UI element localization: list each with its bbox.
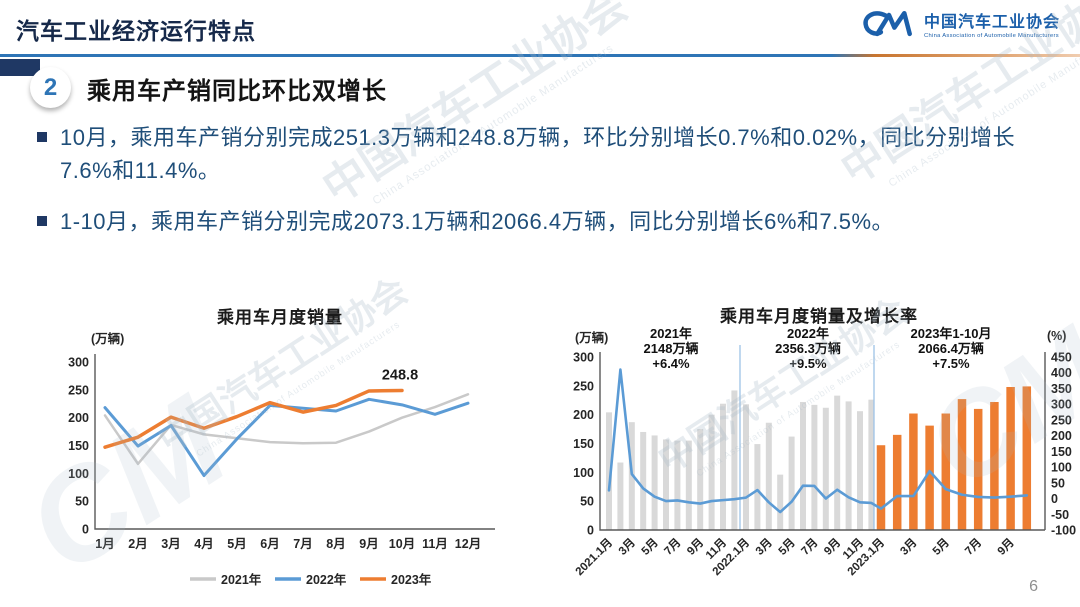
svg-text:0: 0: [82, 523, 89, 537]
svg-text:2022年: 2022年: [787, 326, 829, 341]
svg-text:450: 450: [1051, 351, 1072, 365]
svg-text:400: 400: [1051, 366, 1072, 380]
svg-text:150: 150: [1051, 445, 1072, 459]
svg-text:100: 100: [573, 466, 594, 480]
svg-text:10月: 10月: [389, 537, 415, 551]
svg-text:0: 0: [587, 524, 594, 538]
svg-text:9月: 9月: [684, 536, 706, 558]
svg-text:150: 150: [68, 439, 89, 453]
svg-text:5月: 5月: [639, 536, 661, 558]
svg-text:200: 200: [573, 408, 594, 422]
svg-text:2021年: 2021年: [221, 572, 262, 587]
bullet-square-icon: [37, 132, 47, 142]
assoc-logo: 中国汽车工业协会 China Association of Automobile…: [862, 8, 1060, 45]
svg-text:11月: 11月: [422, 537, 448, 551]
svg-text:2022年: 2022年: [306, 572, 347, 587]
svg-text:350: 350: [1051, 382, 1072, 396]
svg-text:150: 150: [573, 437, 594, 451]
svg-text:3月: 3月: [616, 536, 638, 558]
svg-text:5月: 5月: [776, 536, 798, 558]
svg-text:50: 50: [580, 495, 594, 509]
svg-text:250: 250: [1051, 413, 1072, 427]
svg-text:+6.4%: +6.4%: [652, 356, 690, 371]
svg-text:-50: -50: [1051, 508, 1069, 522]
svg-text:1月: 1月: [95, 537, 114, 551]
svg-text:5月: 5月: [930, 536, 952, 558]
svg-text:250: 250: [573, 379, 594, 393]
svg-text:2023年1-10月: 2023年1-10月: [911, 326, 992, 341]
logo-cm-mark-icon: [862, 8, 916, 45]
svg-text:(%): (%): [1047, 329, 1066, 343]
svg-text:248.8: 248.8: [382, 368, 418, 384]
svg-text:7月: 7月: [962, 536, 984, 558]
svg-text:100: 100: [1051, 461, 1072, 475]
svg-text:+9.5%: +9.5%: [789, 356, 827, 371]
page-title: 汽车工业经济运行特点: [16, 18, 256, 44]
bullet-text: 1-10月，乘用车产销分别完成2073.1万辆和2066.4万辆，同比分别增长6…: [60, 208, 895, 234]
svg-text:2356.3万辆: 2356.3万辆: [775, 341, 841, 356]
svg-text:200: 200: [68, 411, 89, 425]
svg-text:12月: 12月: [455, 537, 481, 551]
svg-text:4月: 4月: [194, 537, 213, 551]
bullet-item: 10月，乘用车产销分别完成251.3万辆和248.8万辆，环比分别增长0.7%和…: [37, 121, 1022, 188]
svg-text:2021年: 2021年: [650, 326, 692, 341]
svg-text:(万辆): (万辆): [91, 331, 124, 346]
section-number-badge: 2: [30, 67, 71, 108]
svg-text:乘用车月度销量: 乘用车月度销量: [216, 307, 343, 327]
section-title: 乘用车产销同比环比双增长: [87, 78, 387, 105]
bullet-square-icon: [37, 215, 47, 226]
svg-text:3月: 3月: [898, 536, 920, 558]
svg-text:300: 300: [1051, 398, 1072, 412]
svg-text:9月: 9月: [821, 536, 843, 558]
svg-text:2月: 2月: [128, 537, 147, 551]
page-number: 6: [1029, 578, 1038, 595]
svg-text:7月: 7月: [799, 536, 821, 558]
svg-text:8月: 8月: [326, 537, 345, 551]
passenger-car-sales-and-growth-combo-chart: 乘用车月度销量及增长率 (万辆) (%) 0 50 100 150 200 250 300 450 4…: [553, 296, 1080, 607]
svg-text:300: 300: [68, 356, 89, 370]
svg-text:9月: 9月: [995, 536, 1017, 558]
logo-name-en: China Association of Automobile Manufact…: [923, 33, 1059, 40]
svg-text:5月: 5月: [227, 537, 246, 551]
bullet-text: 10月，乘用车产销分别完成251.3万辆和248.8万辆，环比分别增长0.7%和…: [60, 125, 1016, 184]
svg-text:50: 50: [1051, 476, 1065, 490]
svg-text:2021.1月: 2021.1月: [573, 536, 615, 578]
logo-name-cn: 中国汽车工业协会: [923, 13, 1060, 31]
svg-text:100: 100: [68, 467, 89, 481]
svg-text:2148万辆: 2148万辆: [644, 341, 699, 356]
svg-text:50: 50: [75, 495, 89, 509]
bullet-list: 10月，乘用车产销分别完成251.3万辆和248.8万辆，环比分别增长0.7%和…: [37, 121, 1022, 255]
svg-text:+7.5%: +7.5%: [932, 356, 970, 371]
svg-text:0: 0: [1051, 492, 1058, 506]
passenger-car-monthly-sales-line-chart: 乘用车月度销量 (万辆) 0 50 100 150 200 250 300 1月 2月 3月 4月 5月 6…: [55, 296, 530, 607]
svg-text:7月: 7月: [662, 536, 684, 558]
svg-text:3月: 3月: [161, 537, 180, 551]
svg-text:乘用车月度销量及增长率: 乘用车月度销量及增长率: [719, 306, 918, 326]
svg-text:3月: 3月: [753, 536, 775, 558]
svg-text:-100: -100: [1051, 524, 1076, 538]
svg-text:2066.4万辆: 2066.4万辆: [918, 341, 984, 356]
svg-text:9月: 9月: [359, 537, 378, 551]
svg-text:(万辆): (万辆): [575, 330, 608, 345]
svg-text:200: 200: [1051, 429, 1072, 443]
svg-text:2023年: 2023年: [391, 572, 432, 587]
bullet-item: 1-10月，乘用车产销分别完成2073.1万辆和2066.4万辆，同比分别增长6…: [37, 205, 1022, 238]
svg-text:300: 300: [573, 351, 594, 365]
svg-text:6月: 6月: [260, 537, 279, 551]
svg-text:250: 250: [68, 383, 89, 397]
svg-text:7月: 7月: [293, 537, 312, 551]
section-accent-bar: [0, 59, 40, 76]
header-divider: [0, 54, 1080, 57]
